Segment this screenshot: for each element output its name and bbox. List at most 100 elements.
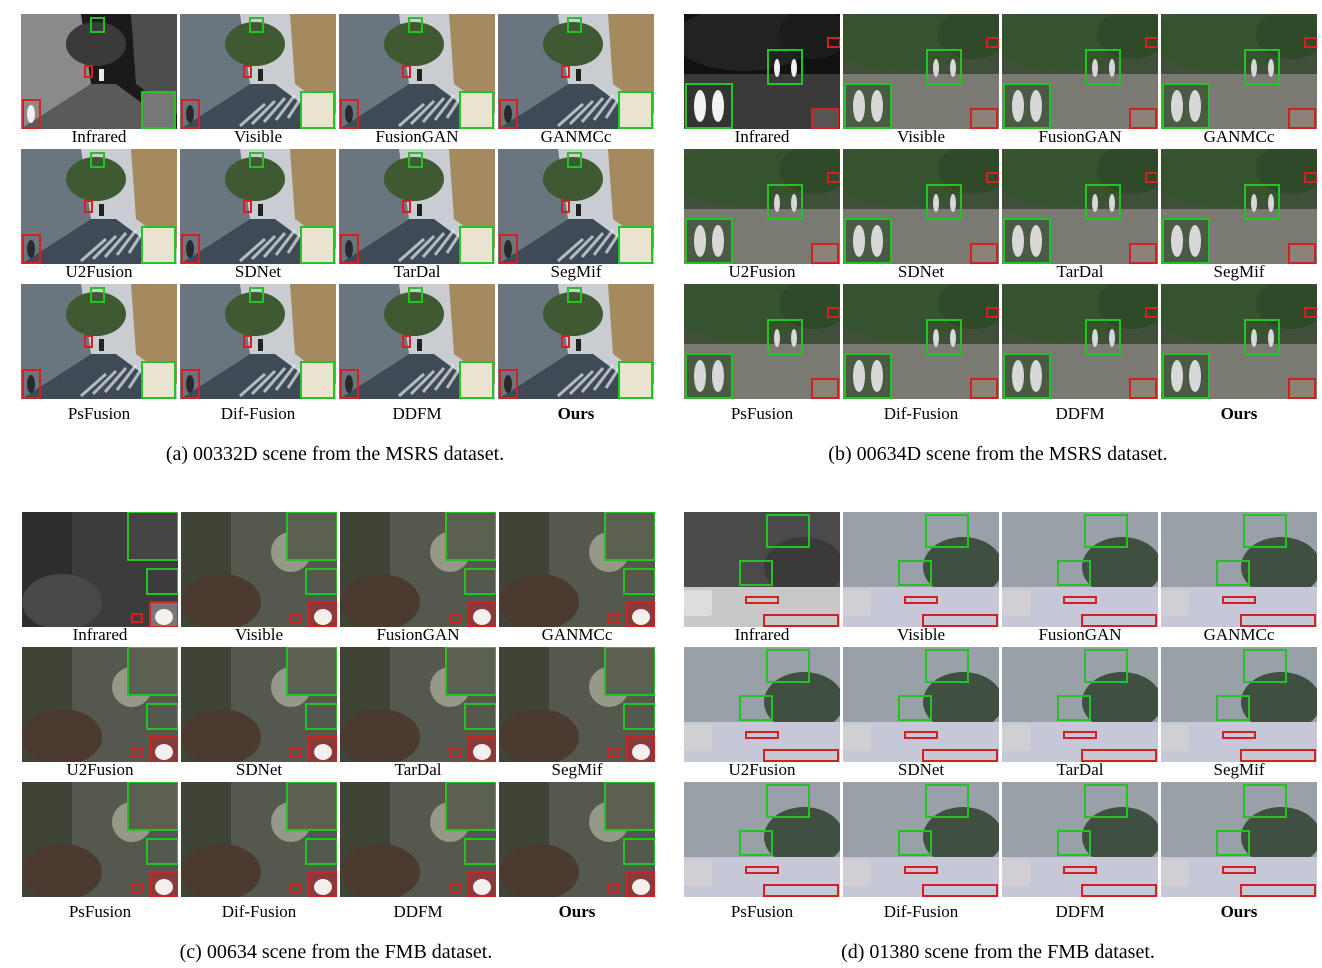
result-image (1002, 284, 1158, 399)
result-image (498, 14, 654, 129)
result-image (181, 782, 337, 897)
figure-cell: DDFM (339, 284, 495, 423)
image-grid-c: Infrared Visible FusionGAN GANMCc U2Fusion SD… (22, 512, 658, 921)
figure-cell: GANMCc (498, 14, 654, 149)
result-image (1161, 782, 1317, 897)
method-label: GANMCc (541, 625, 613, 644)
method-label: Ours (558, 902, 596, 921)
result-image (684, 14, 840, 129)
figure-cell: Dif-Fusion (180, 284, 336, 423)
method-label: Infrared (734, 127, 790, 146)
method-label: FusionGAN (1038, 625, 1122, 644)
figure-cell: Ours (1161, 782, 1317, 921)
method-label: Ours (1220, 902, 1258, 921)
figure-cell: PsFusion (22, 782, 178, 921)
figure-cell: TarDal (1002, 149, 1158, 284)
result-image (22, 782, 178, 897)
caption-c: (c) 00634 scene from the FMB dataset. (179, 941, 493, 963)
method-label: PsFusion (730, 404, 794, 423)
result-image (180, 14, 336, 129)
method-label: FusionGAN (1038, 127, 1122, 146)
figure-cell: SegMif (498, 149, 654, 284)
caption-a: (a) 00332D scene from the MSRS dataset. (165, 443, 505, 465)
method-label: SDNet (897, 262, 945, 281)
figure-cell: U2Fusion (21, 149, 177, 284)
caption-d: (d) 01380 scene from the FMB dataset. (841, 941, 1155, 963)
method-label: GANMCc (1203, 625, 1275, 644)
result-image (340, 647, 496, 762)
result-image (843, 149, 999, 264)
result-image (21, 14, 177, 129)
figure-cell: U2Fusion (684, 647, 840, 782)
result-image (180, 149, 336, 264)
figure-cell: Infrared (21, 14, 177, 149)
result-image (339, 14, 495, 129)
method-label: SDNet (235, 760, 283, 779)
result-image (181, 647, 337, 762)
result-image (180, 284, 336, 399)
figure-cell: DDFM (340, 782, 496, 921)
result-image (843, 512, 999, 627)
method-label: SegMif (551, 760, 603, 779)
figure-cell: Ours (498, 284, 654, 423)
method-label: Visible (233, 127, 283, 146)
result-image (339, 149, 495, 264)
method-label: Dif-Fusion (221, 902, 297, 921)
figure-panel-c: Infrared Visible FusionGAN GANMCc U2Fusion SD… (22, 512, 658, 921)
method-label: FusionGAN (376, 625, 460, 644)
method-label: Visible (234, 625, 284, 644)
figure-cell: Dif-Fusion (843, 782, 999, 921)
figure-cell: Infrared (22, 512, 178, 647)
method-label: Infrared (71, 127, 127, 146)
figure-cell: FusionGAN (339, 14, 495, 149)
image-grid-a: Infrared Visible FusionGAN GANMCc U2Fusion SD… (21, 14, 657, 423)
result-image (843, 14, 999, 129)
result-image (22, 512, 178, 627)
figure-cell: Visible (843, 14, 999, 149)
figure-cell: TarDal (340, 647, 496, 782)
method-label: SegMif (1213, 760, 1265, 779)
result-image (1161, 647, 1317, 762)
method-label: Dif-Fusion (220, 404, 296, 423)
method-label: TarDal (1056, 262, 1104, 281)
result-image (684, 782, 840, 897)
figure-cell: DDFM (1002, 284, 1158, 423)
method-label: SegMif (1213, 262, 1265, 281)
method-label: GANMCc (1203, 127, 1275, 146)
figure-cell: TarDal (339, 149, 495, 284)
method-label: Infrared (72, 625, 128, 644)
figure-cell: Ours (499, 782, 655, 921)
figure-cell: PsFusion (684, 782, 840, 921)
figure-cell: SegMif (1161, 149, 1317, 284)
figure-cell: PsFusion (684, 284, 840, 423)
figure-cell: Dif-Fusion (181, 782, 337, 921)
figure-cell: FusionGAN (1002, 512, 1158, 647)
figure-cell: Visible (843, 512, 999, 647)
method-label: DDFM (1055, 902, 1105, 921)
result-image (1002, 149, 1158, 264)
method-label: PsFusion (67, 404, 131, 423)
result-image (1161, 149, 1317, 264)
result-image (340, 782, 496, 897)
result-image (339, 284, 495, 399)
figure-cell: SDNet (843, 647, 999, 782)
result-image (498, 284, 654, 399)
method-label: U2Fusion (728, 760, 796, 779)
method-label: SegMif (550, 262, 602, 281)
figure-cell: Infrared (684, 512, 840, 647)
result-image (1002, 647, 1158, 762)
result-image (340, 512, 496, 627)
result-image (684, 512, 840, 627)
result-image (1002, 782, 1158, 897)
result-image (21, 284, 177, 399)
figure-cell: PsFusion (21, 284, 177, 423)
method-label: Ours (557, 404, 595, 423)
result-image (21, 149, 177, 264)
method-label: U2Fusion (65, 262, 133, 281)
caption-b: (b) 00634D scene from the MSRS dataset. (828, 443, 1168, 465)
result-image (181, 512, 337, 627)
method-label: Visible (896, 625, 946, 644)
figure-cell: Visible (181, 512, 337, 647)
figure-cell: SDNet (181, 647, 337, 782)
result-image (499, 647, 655, 762)
